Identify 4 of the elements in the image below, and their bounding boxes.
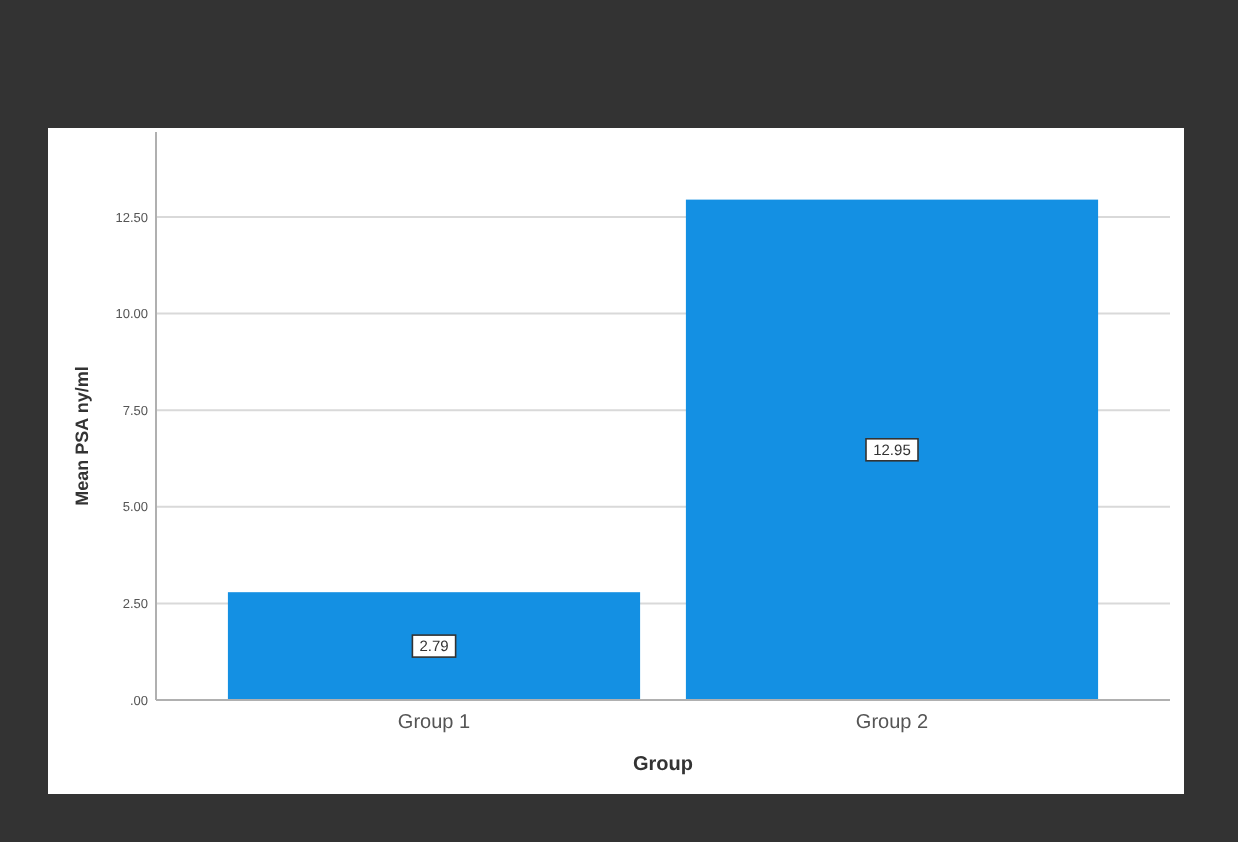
x-tick-label: Group 2 [855,712,929,734]
x-axis-title: Group [633,754,693,776]
y-axis-title: Mean PSA ny/ml [72,366,92,506]
x-tick-label: Group 1 [397,712,471,734]
